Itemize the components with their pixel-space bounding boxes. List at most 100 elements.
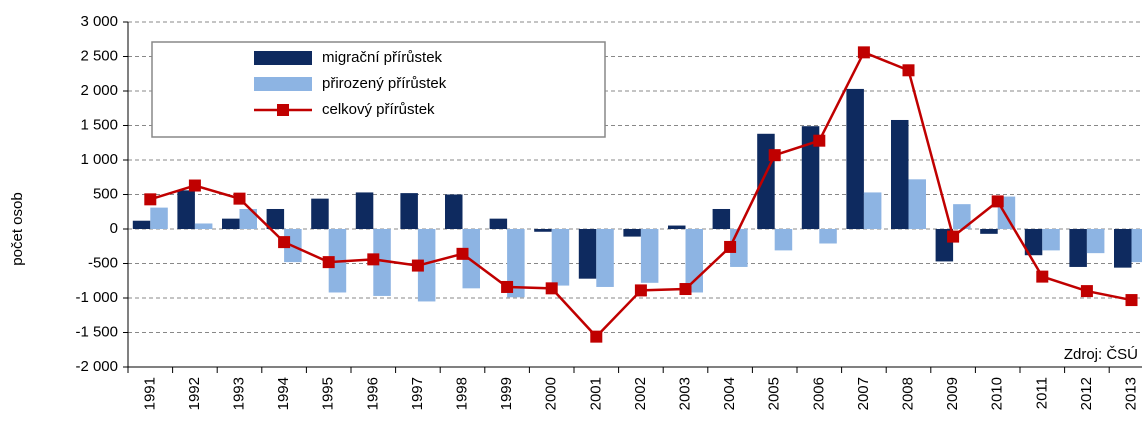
marker — [456, 247, 469, 260]
marker — [188, 179, 201, 192]
bar — [417, 229, 436, 302]
bar — [462, 229, 480, 289]
marker — [947, 230, 960, 243]
y-tick-label: 2 500 — [80, 47, 118, 64]
marker — [144, 193, 157, 206]
marker — [679, 283, 692, 296]
marker — [278, 236, 291, 249]
legend-label: celkový přírůstek — [322, 101, 435, 118]
x-tick-label: 2008 — [899, 377, 916, 410]
bar — [551, 229, 570, 286]
bar — [507, 229, 525, 298]
x-tick-label: 1997 — [409, 377, 426, 410]
bar — [846, 88, 864, 230]
bar — [596, 229, 614, 287]
x-tick-label: 1995 — [320, 377, 337, 410]
marker — [233, 192, 246, 205]
y-tick-label: 1 500 — [80, 116, 118, 133]
marker — [1125, 294, 1138, 307]
bar — [222, 218, 240, 229]
x-tick-label: 1998 — [453, 377, 470, 410]
marker — [857, 46, 870, 59]
bar — [1086, 229, 1105, 254]
bar — [980, 229, 998, 234]
y-axis-label: počet osob — [9, 192, 26, 265]
bar — [712, 208, 731, 229]
x-tick-label: 2009 — [944, 377, 961, 410]
bar — [640, 229, 659, 283]
x-tick-label: 1992 — [186, 377, 203, 410]
y-tick-label: -2 000 — [75, 358, 118, 375]
marker — [1080, 285, 1093, 298]
marker — [411, 259, 424, 272]
y-tick-label: 1 000 — [80, 151, 118, 168]
bar — [623, 229, 641, 237]
bar — [1042, 229, 1060, 251]
y-tick-label: -500 — [88, 254, 118, 271]
x-tick-label: 2004 — [721, 377, 738, 410]
y-tick-label: 500 — [93, 185, 118, 202]
x-tick-label: 1999 — [498, 377, 515, 410]
bar — [373, 229, 391, 296]
bar — [757, 133, 775, 229]
legend-label: přirozený přírůstek — [322, 75, 447, 92]
marker — [590, 330, 603, 343]
bar — [774, 229, 793, 251]
bar — [685, 229, 703, 293]
marker — [724, 240, 737, 253]
bar — [132, 220, 151, 229]
bar — [445, 194, 463, 229]
legend-label: migrační přírůstek — [322, 49, 443, 66]
x-tick-label: 1994 — [275, 377, 292, 410]
x-tick-label: 2012 — [1078, 377, 1095, 410]
y-tick-label: 0 — [110, 220, 118, 237]
bar — [668, 225, 686, 229]
bar — [1114, 229, 1132, 268]
x-tick-label: 1991 — [141, 377, 158, 410]
x-tick-label: 2013 — [1122, 377, 1139, 410]
marker — [1036, 270, 1049, 283]
y-tick-label: 3 000 — [80, 13, 118, 30]
bar — [891, 119, 909, 229]
marker — [545, 282, 558, 295]
bar — [953, 204, 971, 229]
marker — [991, 195, 1004, 208]
y-tick-label: -1 500 — [75, 323, 118, 340]
marker — [813, 134, 826, 147]
bar — [534, 229, 552, 232]
bar — [819, 229, 837, 244]
marker — [322, 256, 335, 269]
bar — [150, 207, 168, 229]
legend-box — [151, 41, 606, 138]
bar — [908, 179, 926, 229]
bar — [177, 190, 195, 229]
bar — [578, 229, 597, 279]
legend-swatch — [277, 104, 289, 116]
bar — [1131, 229, 1142, 263]
bar — [489, 218, 508, 229]
x-tick-label: 2002 — [632, 377, 649, 410]
bar — [801, 126, 820, 229]
y-tick-label: -1 000 — [75, 289, 118, 306]
x-tick-label: 2007 — [855, 377, 872, 410]
x-tick-label: 1993 — [230, 377, 247, 410]
bar — [311, 198, 329, 229]
bar — [400, 193, 418, 229]
x-tick-label: 2003 — [676, 377, 693, 410]
marker — [902, 64, 915, 77]
annotation: Zdroj: ČSÚ — [1064, 346, 1138, 363]
x-tick-label: 1996 — [364, 377, 381, 410]
x-tick-label: 2000 — [543, 377, 560, 410]
bar — [863, 192, 882, 229]
bar — [239, 208, 257, 229]
x-tick-label: 2010 — [989, 377, 1006, 410]
bar — [1069, 229, 1087, 267]
y-tick-label: 2 000 — [80, 82, 118, 99]
bar — [194, 223, 213, 229]
x-tick-label: 2001 — [587, 377, 604, 410]
legend-swatch — [254, 51, 312, 65]
x-tick-label: 2005 — [766, 377, 783, 410]
marker — [501, 280, 514, 293]
marker — [768, 149, 781, 162]
